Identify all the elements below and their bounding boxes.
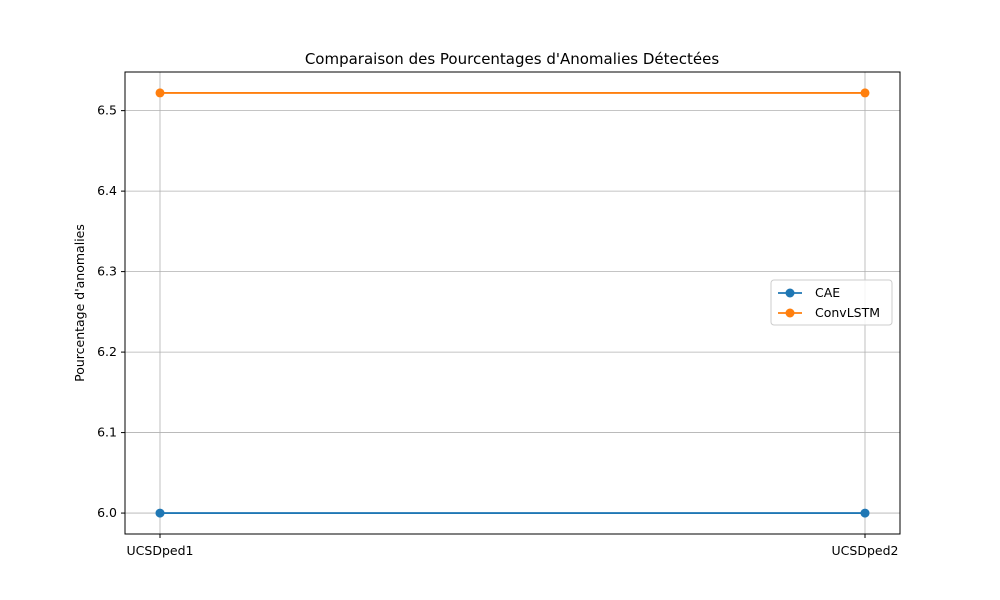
legend: CAE ConvLSTM	[770, 279, 893, 326]
x-tick-label-0: UCSDped1	[127, 543, 194, 558]
series-layer	[155, 88, 870, 518]
data-point-convlstm-1	[860, 88, 870, 98]
legend-label-convlstm: ConvLSTM	[815, 305, 880, 320]
legend-marker-convlstm	[785, 308, 795, 318]
grid-layer	[125, 72, 900, 534]
data-point-cae-1	[860, 508, 870, 518]
data-point-cae-0	[155, 508, 165, 518]
y-axis-label: Pourcentage d'anomalies	[72, 224, 87, 382]
y-tick-label-4: 6.4	[97, 183, 117, 198]
axis-layer: 6.0 6.1 6.2 6.3 6.4 6.5 UCSDped1 UCSDped2	[97, 71, 901, 558]
y-tick-label-3: 6.3	[97, 264, 117, 279]
y-tick-label-5: 6.5	[97, 103, 117, 118]
chart-title: Comparaison des Pourcentages d'Anomalies…	[305, 50, 720, 68]
y-tick-label-2: 6.2	[97, 344, 117, 359]
legend-label-cae: CAE	[815, 285, 840, 300]
data-point-convlstm-0	[155, 88, 165, 98]
x-tick-label-1: UCSDped2	[832, 543, 899, 558]
y-tick-label-1: 6.1	[97, 425, 117, 440]
plot-frame	[124, 71, 901, 535]
legend-marker-cae	[785, 288, 795, 298]
y-tick-label-0: 6.0	[97, 505, 117, 520]
